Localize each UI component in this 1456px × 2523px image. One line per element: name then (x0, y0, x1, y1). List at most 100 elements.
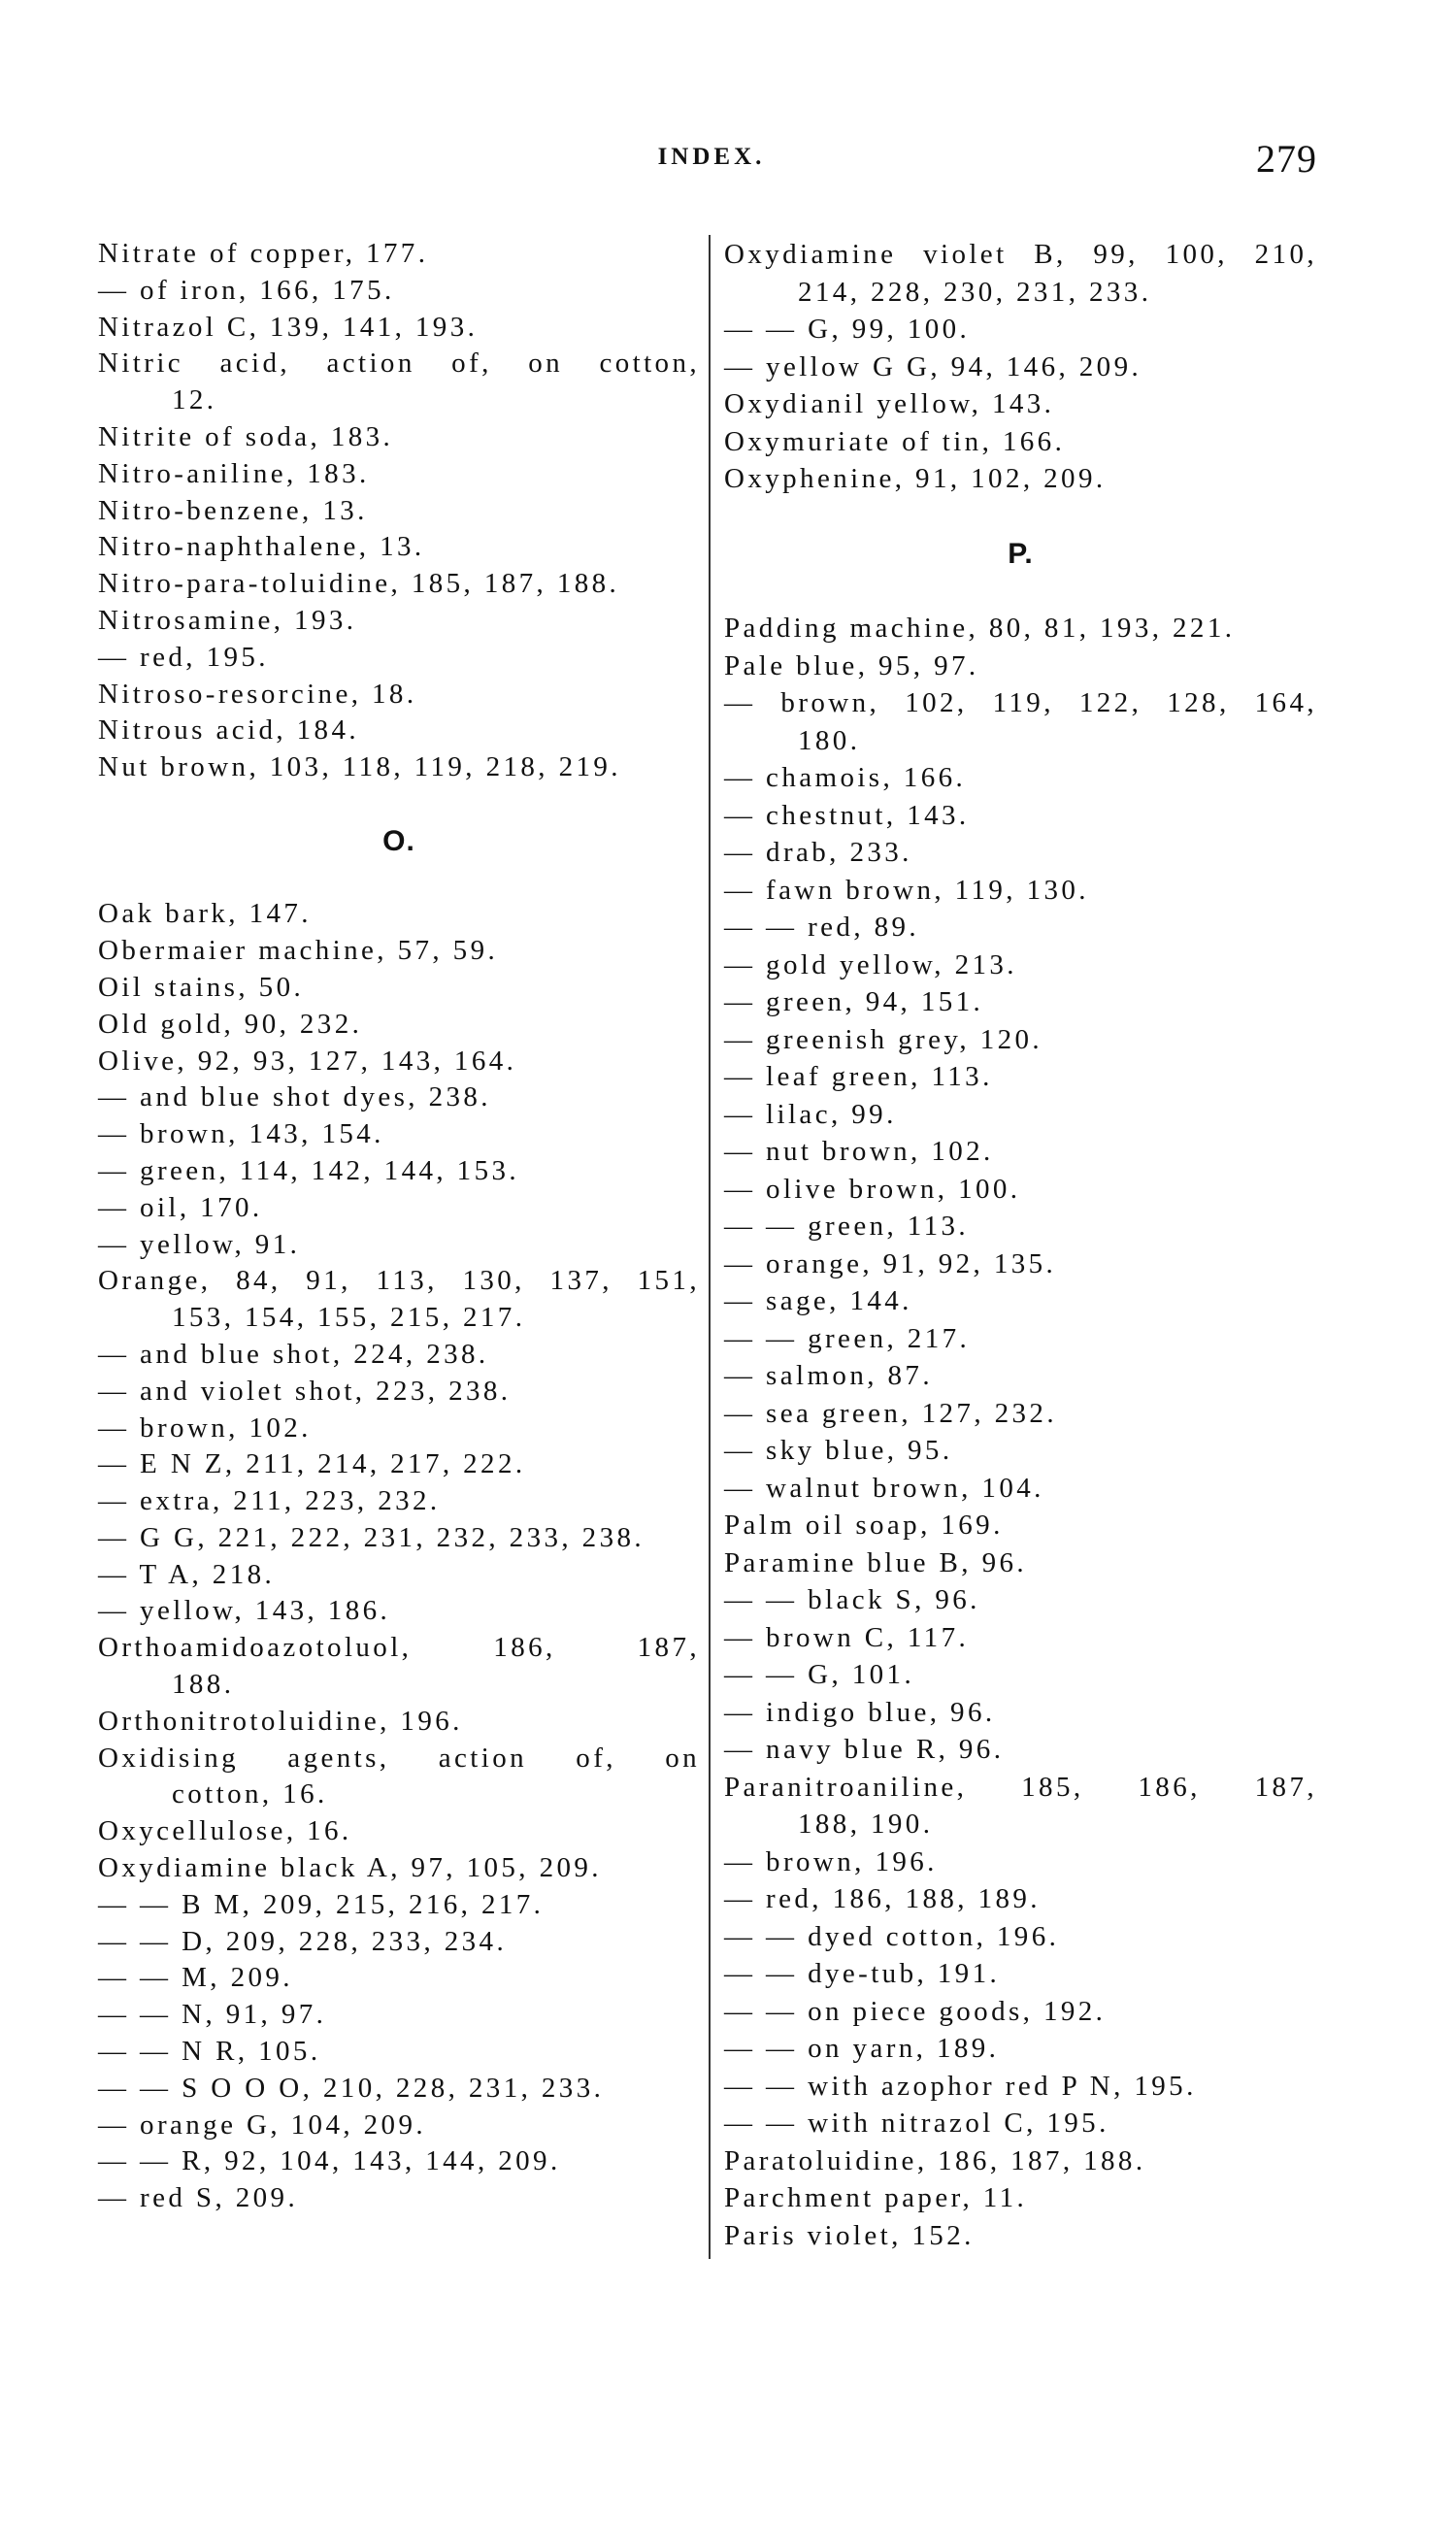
index-entry: — brown C, 117. (724, 1621, 970, 1653)
index-entry: — greenish grey, 120. (724, 1023, 1043, 1055)
index-entry-continuation: 214, 228, 230, 231, 233. (798, 276, 1152, 308)
index-entry: Oxydiamine black A, 97, 105, 209. (98, 1852, 602, 1884)
index-entry: — yellow G G, 94, 146, 209. (724, 350, 1142, 382)
index-entry: — gold yellow, 213. (724, 948, 1017, 980)
index-entry: — yellow, 143, 186. (98, 1595, 391, 1627)
index-entry: Nitrate of copper, 177. (98, 238, 429, 269)
index-entry: Orange, 84, 91, 113, 130, 137, 151, (98, 1265, 700, 1297)
index-entry: Nitro-benzene, 13. (98, 494, 368, 526)
index-entry: — nut brown, 102. (724, 1136, 994, 1167)
index-entry: — lilac, 99. (724, 1098, 897, 1130)
index-entry: Oxymuriate of tin, 166. (724, 425, 1066, 457)
index-entry: — sky blue, 95. (724, 1435, 953, 1466)
index-entry: — and violet shot, 223, 238. (98, 1375, 512, 1407)
index-entry: Obermaier machine, 57, 59. (98, 935, 499, 967)
index-entry: — — black S, 96. (724, 1584, 980, 1615)
index-entry: Nitro-aniline, 183. (98, 457, 370, 489)
section-letter-heading: O. (382, 824, 415, 857)
index-entry: — G G, 221, 222, 231, 232, 233, 238. (98, 1521, 645, 1553)
index-entry: — green, 94, 151. (724, 986, 984, 1017)
index-entry: Oxidising agents, action of, on (98, 1742, 700, 1774)
index-entry: — — green, 217. (724, 1322, 971, 1354)
index-entry: Nut brown, 103, 118, 119, 218, 219. (98, 751, 621, 783)
index-entry: — fawn brown, 119, 130. (724, 874, 1089, 906)
index-entry: Nitroso-resorcine, 18. (98, 678, 417, 710)
index-entry: Nitric acid, action of, on cotton, (98, 348, 700, 380)
index-entry-continuation: 180. (798, 724, 861, 756)
index-entry-continuation: 188, 190. (798, 1809, 934, 1840)
index-entry: — of iron, 166, 175. (98, 274, 395, 306)
index-entry: Oxydianil yellow, 143. (724, 388, 1055, 419)
index-entry: Palm oil soap, 169. (724, 1510, 1004, 1541)
index-entry: Oil stains, 50. (98, 971, 305, 1003)
index-entry: — indigo blue, 96. (724, 1696, 996, 1728)
running-head-title: INDEX. (657, 144, 766, 170)
column-divider (709, 235, 711, 2259)
index-entry: Oxydiamine violet B, 99, 100, 210, (724, 239, 1317, 270)
index-entry: — T A, 218. (98, 1558, 276, 1590)
index-entry: — brown, 102. (98, 1411, 312, 1444)
index-entry: — brown, 196. (724, 1845, 938, 1877)
index-entry: — red S, 209. (98, 2182, 299, 2214)
index-entry: — — on yarn, 189. (724, 2033, 1000, 2064)
index-entry-continuation: 12. (172, 384, 217, 416)
index-entry: Oxycellulose, 16. (98, 1815, 352, 1847)
index-entry: — — M, 209. (98, 1962, 293, 1994)
index-entry: Orthonitrotoluidine, 196. (98, 1705, 463, 1737)
index-entry: Nitro-para-toluidine, 185, 187, 188. (98, 568, 620, 600)
index-entry: — — dye-tub, 191. (724, 1958, 1001, 1989)
index-entry-continuation: cotton, 16. (172, 1778, 328, 1810)
index-entry: — yellow, 91. (98, 1228, 301, 1260)
index-entry: — sea green, 127, 232. (724, 1397, 1057, 1429)
index-entry: — sage, 144. (724, 1285, 912, 1316)
running-head: INDEX. 279 (98, 137, 1317, 181)
index-entry: — red, 186, 188, 189. (724, 1883, 1041, 1914)
index-entry: Padding machine, 80, 81, 193, 221. (724, 613, 1236, 644)
index-entry: Nitrazol C, 139, 141, 193. (98, 311, 479, 343)
index-entry: Pale blue, 95, 97. (724, 649, 979, 681)
index-entry-continuation: 188. (172, 1669, 235, 1701)
index-entry: — green, 114, 142, 144, 153. (98, 1154, 520, 1186)
index-entry: — drab, 233. (724, 837, 912, 868)
index-entry: — — S O O O, 210, 228, 231, 233. (98, 2072, 605, 2104)
index-entry: — — D, 209, 228, 233, 234. (98, 1925, 508, 1957)
index-entry: — red, 195. (98, 641, 269, 673)
index-entry: — — dyed cotton, 196. (724, 1920, 1060, 1952)
index-entry: Paratoluidine, 186, 187, 188. (724, 2144, 1146, 2176)
index-entry: — — N R, 105. (98, 2036, 321, 2068)
index-entry: — walnut brown, 104. (724, 1472, 1044, 1504)
index-entry: Orthoamidoazotoluol, 186, 187, (98, 1632, 700, 1664)
index-entry: — — N, 91, 97. (98, 1999, 327, 2031)
index-entry: Paramine blue B, 96. (724, 1546, 1028, 1578)
index-entry: — leaf green, 113. (724, 1061, 993, 1092)
index-column-right: Oxydiamine violet B, 99, 100, 210, 214, 2… (724, 236, 1317, 2254)
index-entry: — orange G, 104, 209. (98, 2108, 426, 2141)
index-entry: — brown, 143, 154. (98, 1118, 384, 1150)
index-entry: — chamois, 166. (724, 762, 967, 793)
section-letter-heading: P. (1008, 537, 1034, 570)
page-number: 279 (1256, 137, 1317, 181)
index-entry: Nitrite of soda, 183. (98, 420, 394, 452)
index-entry: — E N Z, 211, 214, 217, 222. (98, 1448, 526, 1480)
index-entry: — — B M, 209, 215, 216, 217. (98, 1888, 545, 1920)
index-entry: — chestnut, 143. (724, 799, 970, 831)
index-entry: Nitro-naphthalene, 13. (98, 531, 425, 563)
index-entry: — — with nitrazol C, 195. (724, 2108, 1109, 2139)
index-entry: — and blue shot dyes, 238. (98, 1081, 491, 1113)
index-entry: Oxyphenine, 91, 102, 209. (724, 463, 1107, 494)
index-column-left: Nitrate of copper, 177. — of iron, 166, 1… (98, 236, 700, 2217)
index-entry: — — red, 89. (724, 912, 920, 943)
index-entry: — brown, 102, 119, 122, 128, 164, (724, 687, 1317, 718)
index-entry: — — on piece goods, 192. (724, 1995, 1107, 2027)
index-entry: — and blue shot, 224, 238. (98, 1338, 489, 1370)
index-entry: — orange, 91, 92, 135. (724, 1247, 1057, 1279)
index-entry: Nitrous acid, 184. (98, 714, 360, 747)
index-entry: Paranitroaniline, 185, 186, 187, (724, 1771, 1317, 1803)
index-entry: — — R, 92, 104, 143, 144, 209. (98, 2145, 561, 2177)
index-entry: — olive brown, 100. (724, 1173, 1021, 1205)
index-entry: — — G, 101. (724, 1659, 915, 1690)
index-entry: — — G, 99, 100. (724, 314, 971, 345)
index-entry: — extra, 211, 223, 232. (98, 1485, 441, 1517)
index-entry: Nitrosamine, 193. (98, 604, 357, 636)
index-entry: Oak bark, 147. (98, 898, 312, 930)
